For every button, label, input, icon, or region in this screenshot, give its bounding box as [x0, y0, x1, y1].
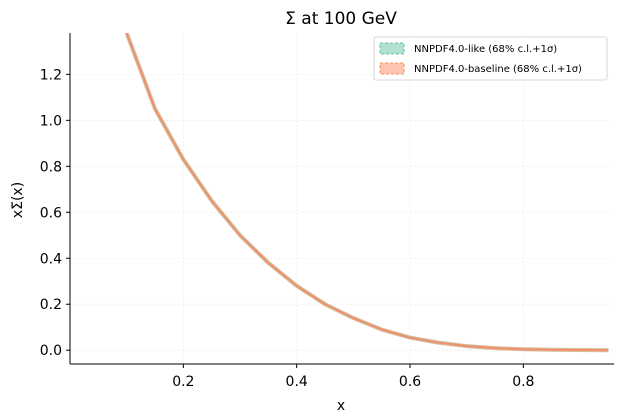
y-ticks: 0.0 0.2 0.4 0.6 0.8 1.0 1.2: [40, 67, 70, 359]
y-tick-label: 1.0: [40, 113, 62, 129]
y-tick-label: 1.2: [40, 67, 62, 83]
y-tick-label: 0.4: [40, 251, 62, 267]
series-band-0: [124, 33, 609, 353]
x-tick-label: 0.8: [512, 374, 534, 390]
series-line-1: [125, 33, 609, 352]
y-tick-label: 0.2: [40, 297, 62, 313]
x-axis-label: x: [337, 398, 345, 414]
grid: [70, 33, 614, 364]
series-band-1: [124, 33, 609, 353]
y-tick-label: 0.6: [40, 205, 62, 221]
x-tick-label: 0.4: [286, 374, 308, 390]
y-tick-label: 0.8: [40, 159, 62, 175]
x-tick-label: 0.6: [399, 374, 421, 390]
y-tick-label: 0.0: [40, 343, 62, 359]
legend-swatch: [379, 42, 405, 55]
chart-title: Σ at 100 GeV: [285, 9, 397, 29]
legend: NNPDF4.0-like (68% c.l.+1σ) NNPDF4.0-base…: [373, 36, 608, 81]
legend-label: NNPDF4.0-like (68% c.l.+1σ): [414, 44, 557, 55]
legend-label: NNPDF4.0-baseline (68% c.l.+1σ): [414, 64, 582, 75]
series-layer: [124, 33, 609, 353]
y-axis-label: xΣ(x): [10, 182, 26, 218]
legend-frame: [373, 36, 608, 81]
x-tick-label: 0.2: [172, 374, 194, 390]
x-ticks: 0.2 0.4 0.6 0.8: [172, 364, 534, 390]
series-line-0: [125, 33, 609, 352]
legend-swatch: [379, 62, 405, 75]
